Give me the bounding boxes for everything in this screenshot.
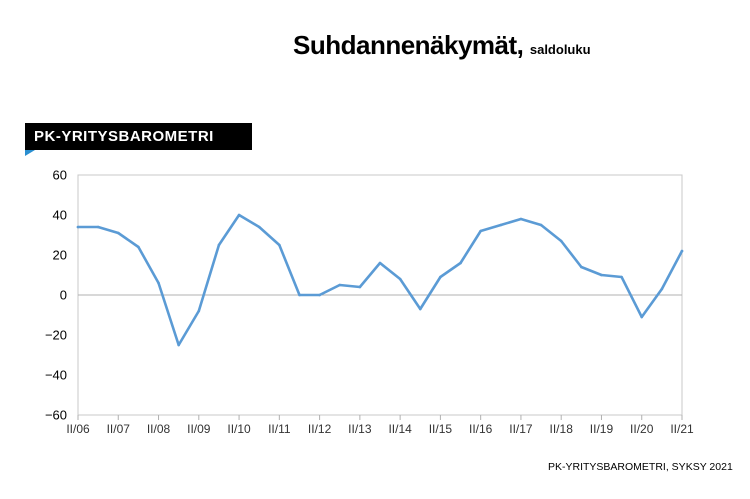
- data-point: [96, 225, 100, 229]
- data-point: [177, 343, 180, 347]
- data-point: [499, 223, 503, 227]
- y-tick-label: −60: [45, 408, 67, 423]
- data-point: [479, 229, 482, 233]
- x-tick-label: II/13: [348, 422, 372, 436]
- data-point: [580, 265, 583, 269]
- x-tick-label: II/21: [670, 422, 694, 436]
- data-point: [680, 249, 684, 253]
- x-tick-label: II/18: [550, 422, 574, 436]
- data-point: [257, 225, 261, 229]
- x-tick-label: II/09: [187, 422, 211, 436]
- chart-subtitle: saldoluku: [529, 42, 591, 57]
- x-tick-label: II/19: [590, 422, 614, 436]
- x-tick-label: II/10: [227, 422, 251, 436]
- data-point: [539, 223, 543, 227]
- data-point: [318, 293, 321, 297]
- data-point: [660, 287, 664, 291]
- data-point: [76, 225, 80, 229]
- data-point: [640, 315, 644, 319]
- tag-notch-decoration: [25, 150, 35, 156]
- x-tick-label: II/12: [308, 422, 332, 436]
- data-point: [620, 275, 623, 279]
- data-point: [157, 281, 160, 285]
- data-point: [116, 231, 120, 235]
- data-point: [358, 285, 362, 289]
- data-point: [459, 261, 462, 265]
- y-tick-label: 60: [53, 168, 67, 183]
- y-tick-label: 40: [53, 208, 67, 223]
- x-tick-label: II/14: [388, 422, 412, 436]
- x-tick-label: II/20: [630, 422, 654, 436]
- data-point: [197, 309, 201, 313]
- data-point: [559, 239, 563, 243]
- source-note: PK-YRITYSBAROMETRI, SYKSY 2021: [548, 461, 733, 473]
- x-tick-label: II/17: [509, 422, 533, 436]
- chart-title-block: Suhdannenäkymät, saldoluku: [293, 30, 591, 61]
- data-point: [600, 273, 603, 277]
- y-tick-label: 0: [60, 288, 67, 303]
- data-point: [519, 217, 523, 221]
- data-point: [398, 277, 402, 281]
- x-tick-label: II/11: [268, 422, 291, 436]
- source-tag: PK-YRITYSBAROMETRI: [25, 123, 252, 150]
- x-tick-label: II/16: [469, 422, 493, 436]
- data-point: [439, 275, 442, 279]
- data-point: [137, 245, 140, 249]
- chart-title: Suhdannenäkymät,: [293, 30, 524, 60]
- data-point: [378, 261, 382, 265]
- data-point: [237, 213, 241, 217]
- y-tick-label: −40: [45, 368, 67, 383]
- data-point: [298, 293, 301, 297]
- x-tick-label: II/15: [429, 422, 453, 436]
- x-tick-label: II/08: [147, 422, 171, 436]
- data-point: [338, 283, 342, 287]
- data-point: [278, 243, 281, 247]
- x-tick-label: II/07: [107, 422, 131, 436]
- x-tick-label: II/06: [66, 422, 90, 436]
- y-tick-label: −20: [45, 328, 67, 343]
- data-point: [418, 307, 422, 311]
- y-tick-label: 20: [53, 248, 67, 263]
- series-line: [76, 213, 684, 347]
- data-point: [217, 243, 221, 247]
